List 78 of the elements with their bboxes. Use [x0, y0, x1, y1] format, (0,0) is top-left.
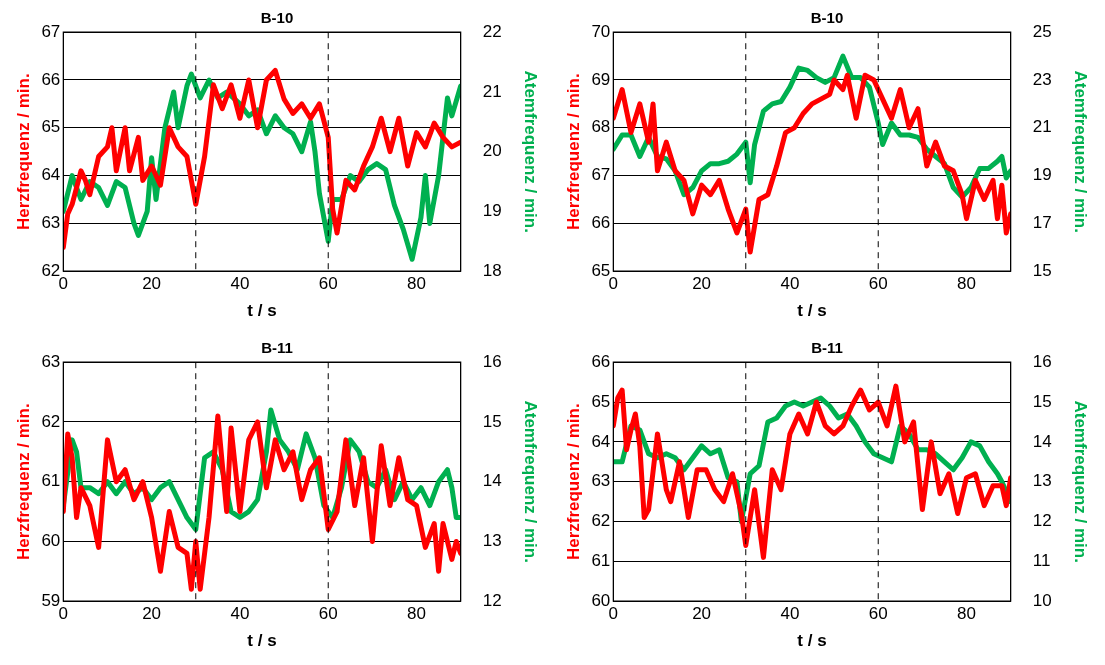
- y2-tick-label: 15: [1032, 260, 1052, 280]
- y2-tick-label: 17: [1032, 213, 1052, 233]
- y-tick-label: 66: [41, 69, 61, 89]
- y-tick-label: 67: [591, 165, 611, 185]
- y2-tick-label: 16: [482, 351, 502, 371]
- x-axis-title: t / s: [797, 631, 827, 651]
- y-tick-label: 61: [591, 551, 611, 571]
- y2-tick-label: 13: [482, 531, 502, 551]
- x-tick-label: 40: [230, 604, 250, 624]
- chart-title: B-11: [261, 339, 293, 357]
- x-tick-label: 40: [780, 604, 800, 624]
- y-tick-label: 63: [41, 351, 61, 371]
- y-tick-label: 62: [41, 411, 61, 431]
- x-axis-title: t / s: [797, 301, 827, 321]
- y-tick-label: 67: [41, 21, 61, 41]
- x-tick-label: 60: [868, 604, 888, 624]
- y2-axis-title: Atemfrequenz / min.: [1071, 70, 1091, 233]
- y2-tick-label: 16: [1032, 351, 1052, 371]
- x-axis-title: t / s: [247, 631, 277, 651]
- y2-tick-label: 14: [1032, 431, 1052, 451]
- x-tick-label: 0: [608, 604, 619, 624]
- chart-title: B-11: [811, 339, 843, 357]
- y-tick-label: 68: [591, 117, 611, 137]
- y2-tick-label: 12: [482, 590, 502, 610]
- y-axis-title: Herzfrequenz / min.: [13, 73, 33, 231]
- x-tick-label: 80: [407, 604, 426, 624]
- y2-tick-label: 19: [1032, 165, 1052, 185]
- y-tick-label: 66: [591, 213, 611, 233]
- y2-tick-label: 10: [1032, 590, 1052, 610]
- x-tick-label: 40: [780, 274, 800, 294]
- x-tick-label: 60: [868, 274, 888, 294]
- y-tick-label: 60: [41, 531, 61, 551]
- y2-tick-label: 18: [482, 260, 502, 280]
- y-tick-label: 61: [41, 471, 61, 491]
- y-tick-label: 62: [591, 511, 611, 531]
- x-tick-label: 20: [692, 604, 712, 624]
- y2-tick-label: 25: [1032, 21, 1052, 41]
- x-tick-label: 0: [58, 604, 69, 624]
- y2-axis-title: Atemfrequenz / min.: [521, 400, 541, 563]
- y-tick-label: 65: [41, 117, 61, 137]
- y2-tick-label: 11: [1032, 551, 1051, 571]
- y2-axis-title: Atemfrequenz / min.: [1071, 400, 1091, 563]
- y2-tick-label: 19: [482, 201, 502, 221]
- x-tick-label: 0: [608, 274, 619, 294]
- y2-tick-label: 13: [1032, 471, 1052, 491]
- y-axis-title: Herzfrequenz / min.: [13, 403, 33, 561]
- x-tick-label: 60: [318, 604, 338, 624]
- y-axis-title: Herzfrequenz / min.: [563, 73, 583, 231]
- y-tick-label: 64: [41, 165, 61, 185]
- x-tick-label: 80: [957, 274, 976, 294]
- x-tick-label: 20: [142, 274, 162, 294]
- y2-axis-title: Atemfrequenz / min.: [521, 70, 541, 233]
- y-tick-label: 70: [591, 21, 611, 41]
- y2-tick-label: 15: [482, 411, 502, 431]
- y2-tick-label: 21: [482, 81, 502, 101]
- y-tick-label: 63: [41, 213, 61, 233]
- x-tick-label: 20: [692, 274, 712, 294]
- x-tick-label: 40: [230, 274, 250, 294]
- y2-tick-label: 23: [1032, 69, 1052, 89]
- x-axis-title: t / s: [247, 301, 277, 321]
- x-tick-label: 60: [318, 274, 338, 294]
- x-tick-label: 80: [957, 604, 976, 624]
- chart-title: B-10: [260, 9, 294, 27]
- chart-title: B-10: [810, 9, 844, 27]
- y2-tick-label: 22: [482, 21, 502, 41]
- y2-tick-label: 14: [482, 471, 502, 491]
- y-axis-title: Herzfrequenz / min.: [563, 403, 583, 561]
- y2-tick-label: 21: [1032, 117, 1052, 137]
- y2-tick-label: 20: [482, 141, 502, 161]
- y-tick-label: 69: [591, 69, 611, 89]
- y-tick-label: 64: [591, 431, 611, 451]
- x-tick-label: 80: [407, 274, 426, 294]
- y-tick-label: 65: [591, 391, 611, 411]
- y-tick-label: 66: [591, 351, 611, 371]
- x-tick-label: 20: [142, 604, 162, 624]
- y2-tick-label: 12: [1032, 511, 1052, 531]
- y2-tick-label: 15: [1032, 391, 1052, 411]
- y-tick-label: 63: [591, 471, 611, 491]
